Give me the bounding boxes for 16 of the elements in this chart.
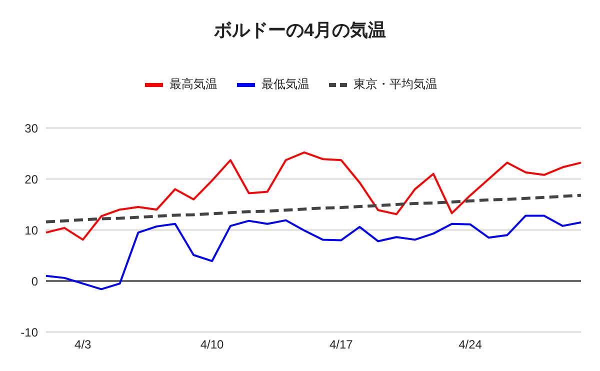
y-tick-label: -10 <box>20 325 38 340</box>
line-series <box>44 194 582 224</box>
legend-label: 最低気温 <box>262 76 310 93</box>
x-tick-label: 4/10 <box>200 338 224 352</box>
legend-label: 最高気温 <box>170 76 218 93</box>
chart-title: ボルドーの4月の気温 <box>212 19 387 42</box>
y-tick-label: 20 <box>24 172 38 186</box>
x-tick-label: 4/17 <box>329 338 354 352</box>
x-tick-label: 4/24 <box>458 338 482 352</box>
line-series <box>45 214 582 290</box>
x-tick-label: 4/3 <box>74 338 92 352</box>
line-series <box>45 151 582 241</box>
y-tick-label: 10 <box>24 223 38 238</box>
y-tick-label: 30 <box>24 121 38 136</box>
y-tick-label: 0 <box>31 274 38 288</box>
legend-label: 東京・平均気温 <box>354 76 438 93</box>
